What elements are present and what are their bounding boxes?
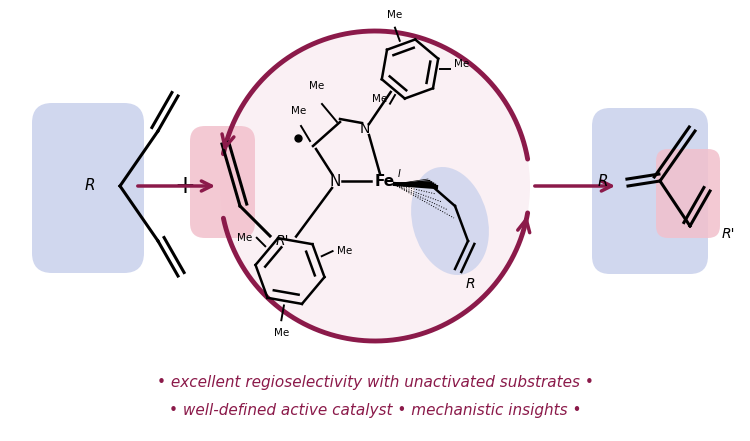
Text: N: N [329, 173, 340, 188]
Text: I: I [398, 169, 400, 179]
Text: Me: Me [387, 10, 403, 20]
FancyBboxPatch shape [592, 108, 708, 274]
Ellipse shape [411, 167, 489, 275]
Circle shape [220, 31, 530, 341]
Text: • excellent regioselectivity with unactivated substrates •: • excellent regioselectivity with unacti… [157, 375, 593, 390]
Text: Fe: Fe [375, 173, 395, 188]
Text: Me: Me [274, 328, 289, 338]
Text: Me: Me [372, 93, 388, 104]
Text: R: R [85, 179, 95, 194]
Text: R: R [465, 277, 475, 291]
Text: Me: Me [291, 106, 307, 116]
Text: R: R [598, 173, 608, 188]
Text: R': R' [275, 234, 289, 248]
Text: • well-defined active catalyst • mechanistic insights •: • well-defined active catalyst • mechani… [169, 404, 581, 419]
Text: Me: Me [454, 59, 470, 69]
FancyBboxPatch shape [32, 103, 144, 273]
Text: R': R' [722, 227, 735, 241]
Text: +: + [175, 174, 196, 198]
FancyBboxPatch shape [190, 126, 255, 238]
Text: N: N [360, 122, 370, 136]
Text: Me: Me [337, 246, 352, 256]
Text: Me: Me [237, 233, 253, 243]
FancyBboxPatch shape [656, 149, 720, 238]
Text: Me: Me [309, 81, 325, 91]
